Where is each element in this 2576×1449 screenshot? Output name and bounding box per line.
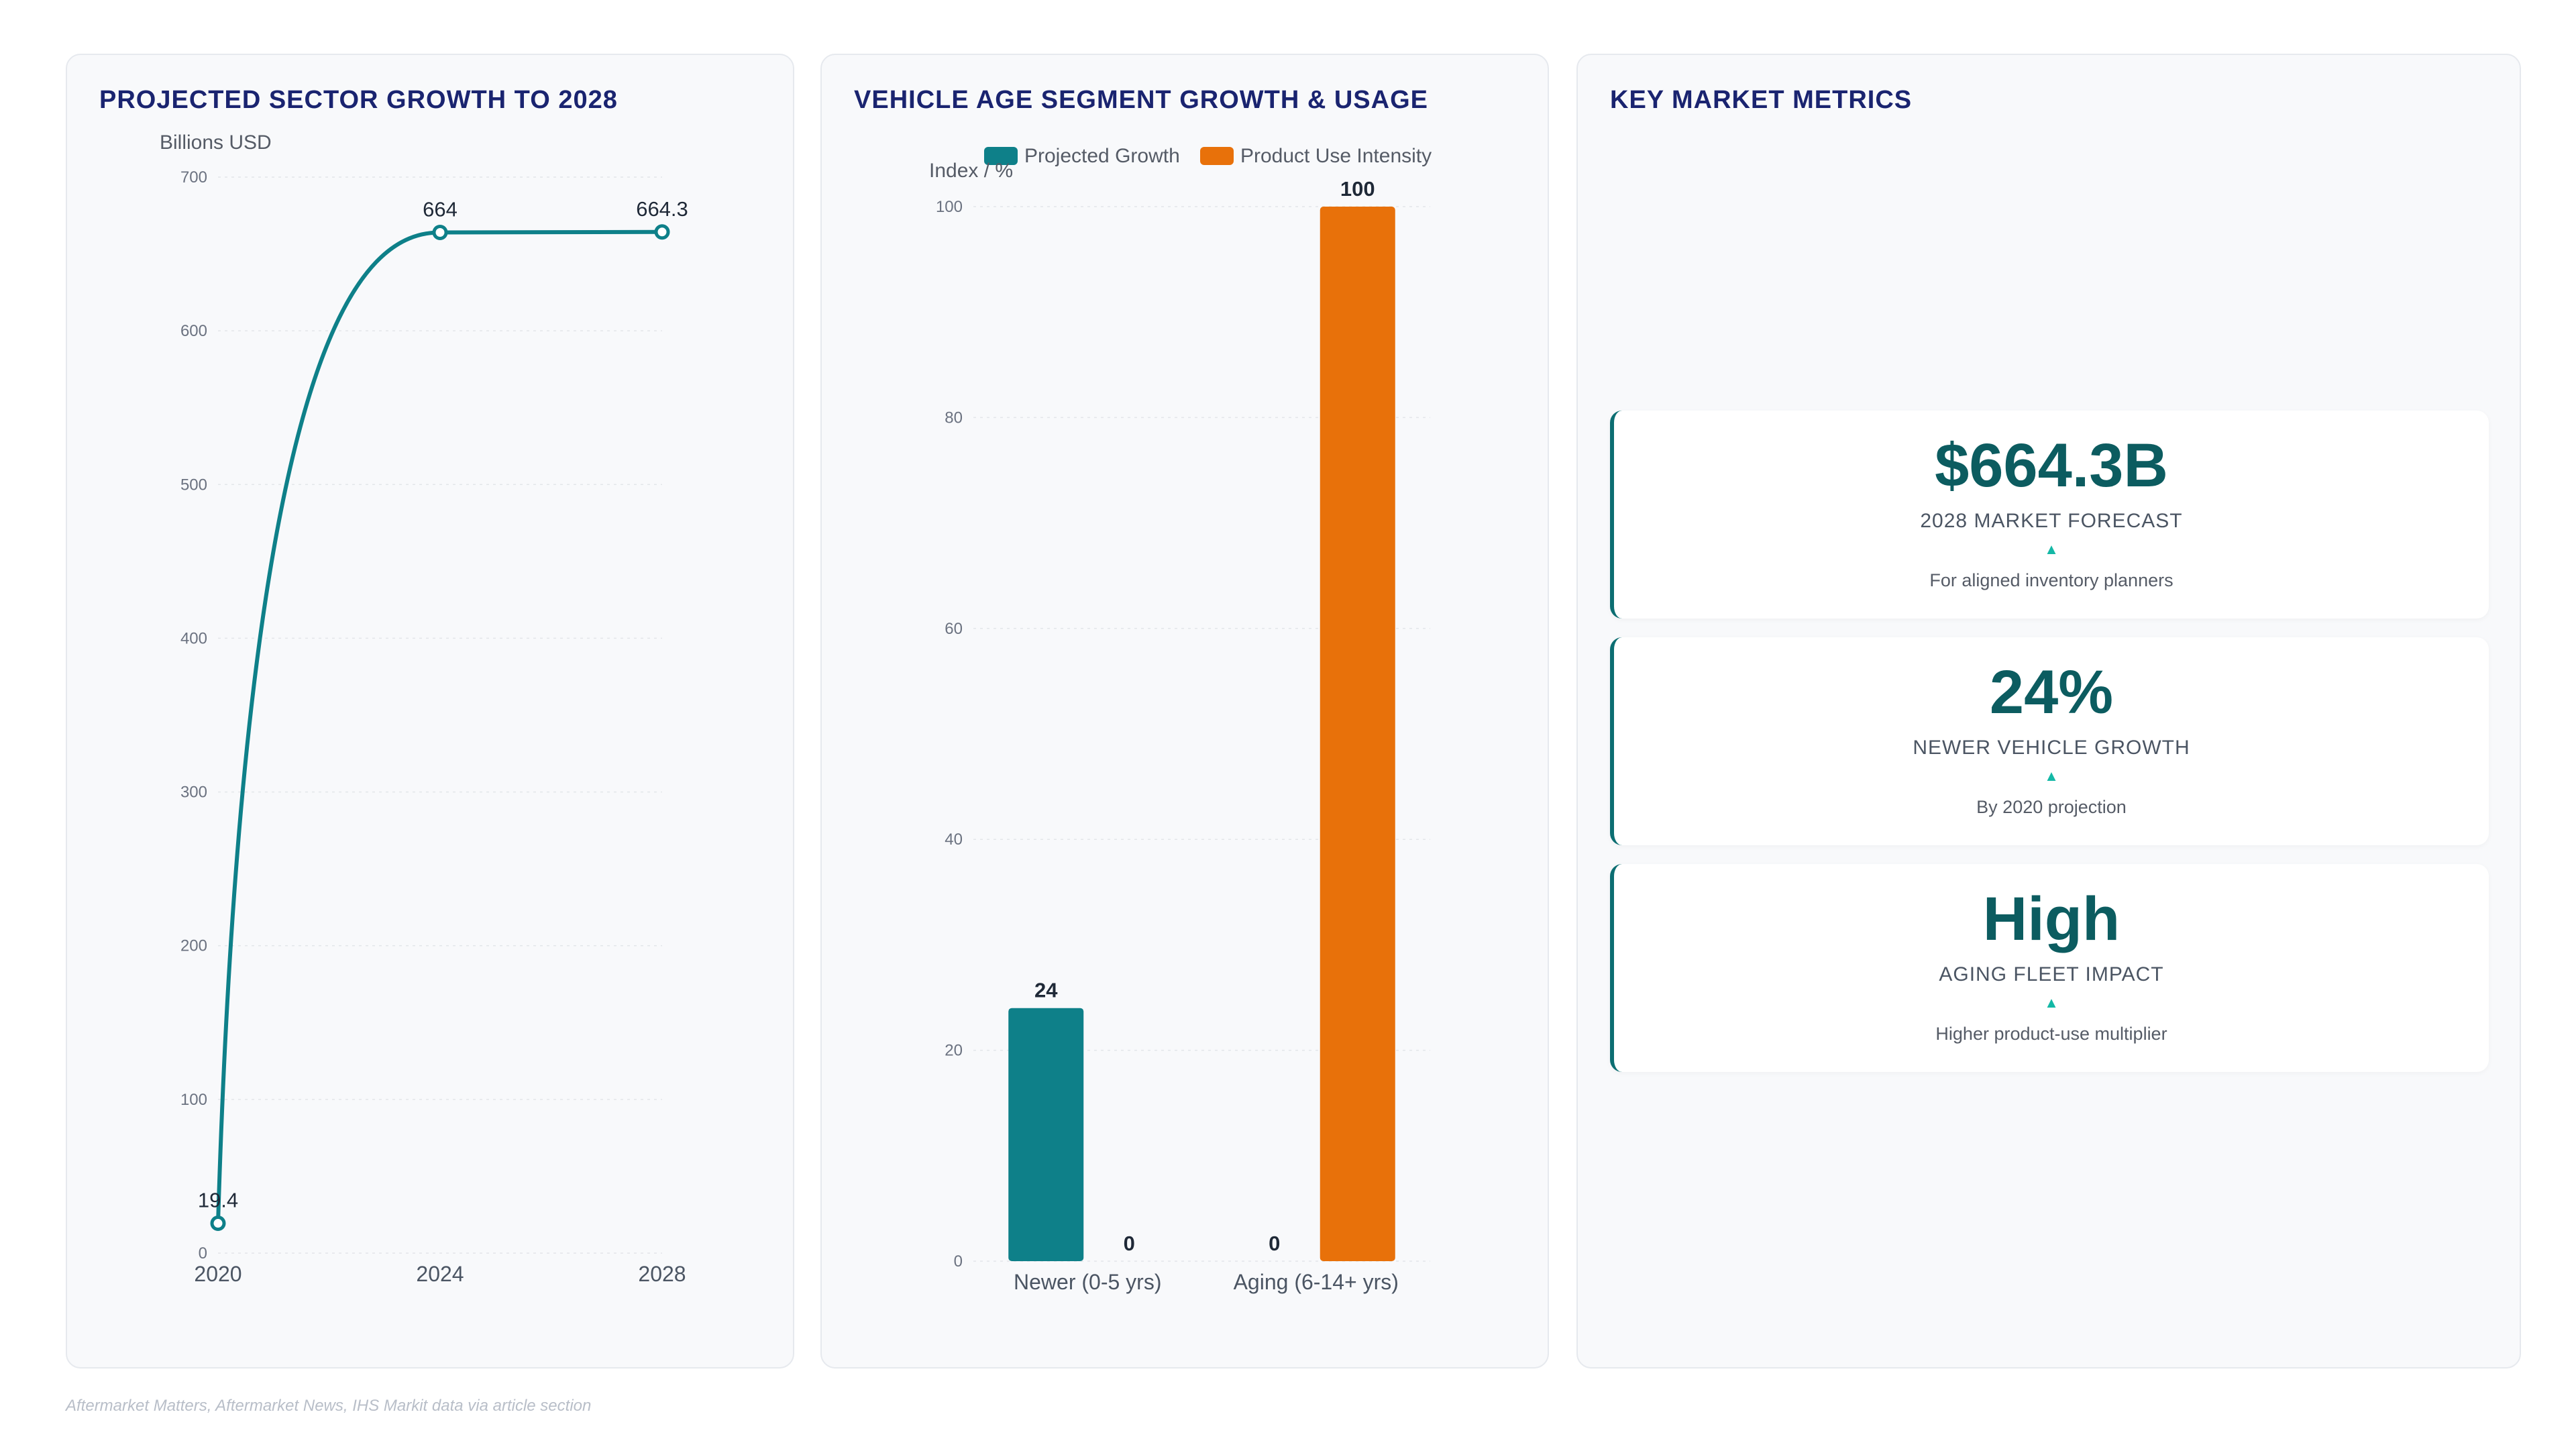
metric-value: High [1982, 885, 2121, 953]
up-arrow-icon: ▲ [2044, 767, 2059, 784]
y-tick-label: 100 [936, 198, 963, 216]
y-tick-label: 0 [954, 1252, 963, 1271]
y-tick-label: 400 [180, 629, 207, 647]
legend-label: Product Use Intensity [1240, 145, 1432, 167]
up-arrow-icon: ▲ [2044, 994, 2059, 1011]
data-label: 19.4 [198, 1189, 238, 1212]
y-axis-title: Index / % [929, 160, 1013, 182]
source-note: Aftermarket Matters, Aftermarket News, I… [66, 1397, 592, 1415]
growth-chart-title: PROJECTED SECTOR GROWTH TO 2028 [99, 86, 618, 114]
y-tick-label: 0 [199, 1244, 207, 1263]
y-tick-label: 600 [180, 322, 207, 340]
x-tick-label: Aging (6-14+ yrs) [1234, 1270, 1399, 1294]
y-tick-label: 80 [945, 409, 963, 427]
metric-card-aging-impact: High AGING FLEET IMPACT ▲ Higher product… [1610, 864, 2489, 1072]
legend-label: Projected Growth [1024, 145, 1180, 167]
growth-chart-panel: PROJECTED SECTOR GROWTH TO 2028 Billions… [66, 54, 794, 1368]
data-point [654, 224, 670, 240]
bar [1320, 207, 1395, 1261]
y-axis-title: Billions USD [160, 131, 272, 154]
data-point [210, 1216, 226, 1232]
growth-line-chart: Billions USD 0 100 200 300 400 500 600 700 2020 20… [160, 131, 688, 1286]
legend-swatch [984, 147, 1018, 165]
segment-chart-title: VEHICLE AGE SEGMENT GROWTH & USAGE [854, 86, 1428, 114]
y-tick-label: 20 [945, 1042, 963, 1060]
metric-subtext: For aligned inventory planners [1929, 570, 2174, 590]
metric-value: $664.3B [1935, 431, 2168, 500]
metric-label: AGING FLEET IMPACT [1939, 963, 2164, 985]
legend-swatch [1200, 147, 1234, 165]
y-tick-label: 100 [180, 1091, 207, 1109]
x-tick-label: 2028 [638, 1262, 686, 1286]
x-tick-label: Newer (0-5 yrs) [1014, 1270, 1161, 1294]
bar-value-label: 24 [1034, 979, 1058, 1002]
metrics-panel-title: KEY MARKET METRICS [1610, 86, 1913, 114]
x-tick-label: 2024 [416, 1262, 464, 1286]
bar-value-label: 0 [1269, 1232, 1280, 1255]
metric-label: NEWER VEHICLE GROWTH [1913, 737, 2190, 759]
bar [1008, 1008, 1084, 1261]
data-label: 664 [423, 197, 458, 221]
y-tick-label: 60 [945, 620, 963, 638]
y-tick-label: 700 [180, 168, 207, 186]
bar-value-label: 0 [1124, 1232, 1135, 1255]
y-tick-label: 300 [180, 784, 207, 802]
metric-card-forecast: $664.3B 2028 MARKET FORECAST ▲ For align… [1610, 411, 2489, 619]
metric-label: 2028 MARKET FORECAST [1920, 510, 2183, 532]
metrics-panel: KEY MARKET METRICS $664.3B 2028 MARKET F… [1576, 54, 2521, 1368]
y-tick-label: 200 [180, 937, 207, 955]
metric-value: 24% [1989, 658, 2114, 727]
y-tick-label: 500 [180, 476, 207, 494]
y-tick-label: 40 [945, 830, 963, 849]
data-label: 664.3 [636, 197, 688, 221]
bar-value-label: 100 [1340, 177, 1375, 201]
metric-subtext: Higher product-use multiplier [1935, 1024, 2167, 1044]
x-tick-label: 2020 [194, 1262, 241, 1286]
data-point [432, 224, 448, 240]
segment-bar-chart: Projected Growth Product Use Intensity Ind… [929, 145, 1432, 1294]
up-arrow-icon: ▲ [2044, 541, 2059, 557]
series-line [216, 229, 663, 1224]
metric-subtext: By 2020 projection [1976, 797, 2127, 817]
metric-card-newer-growth: 24% NEWER VEHICLE GROWTH ▲ By 2020 proje… [1610, 637, 2489, 845]
segment-chart-panel: VEHICLE AGE SEGMENT GROWTH & USAGE Proje… [820, 54, 1549, 1368]
